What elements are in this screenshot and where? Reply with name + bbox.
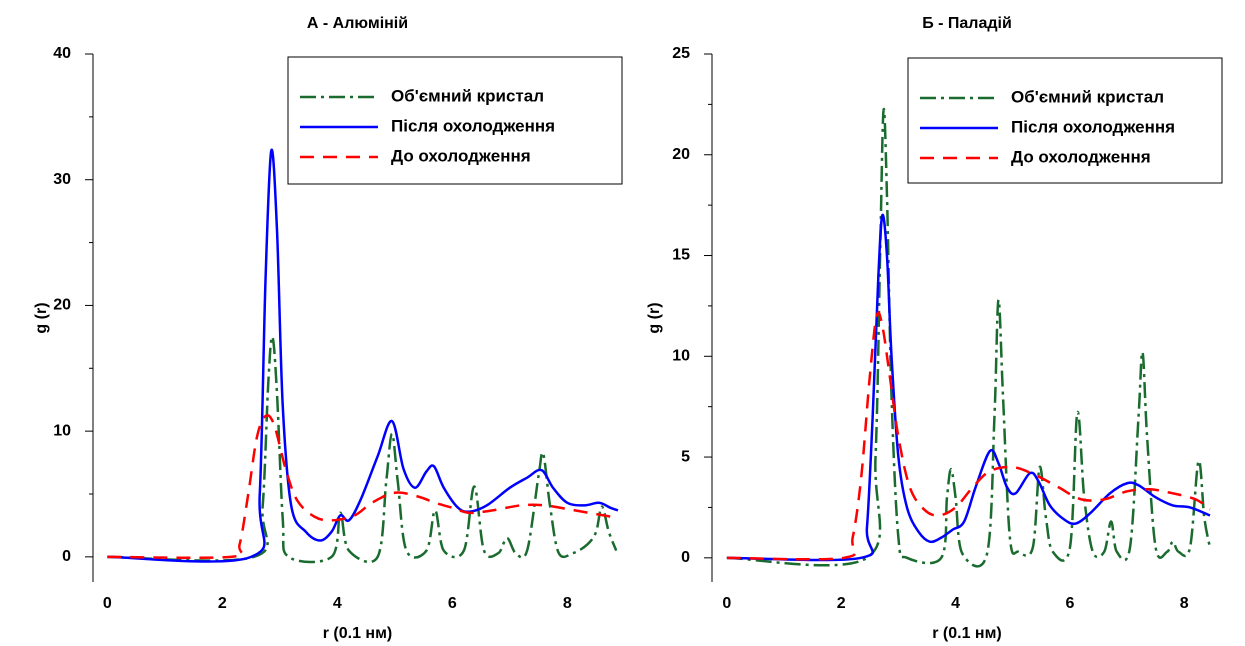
data-line: [726, 213, 1211, 562]
plot-area: [107, 148, 619, 564]
x-tick-label: 2: [218, 595, 227, 612]
legend-label: Після охолодження: [1011, 117, 1175, 136]
legend-label: До охолодження: [391, 146, 531, 165]
y-tick-label: 0: [62, 548, 71, 565]
x-axis-label: r (0.1 нм): [323, 625, 393, 642]
x-tick-label: 0: [103, 595, 112, 612]
x-tick-label: 4: [333, 595, 342, 612]
data-line: [107, 335, 618, 564]
legend-label: Об'ємний кристал: [1011, 87, 1164, 106]
chart-title: А - Алюміній: [307, 15, 408, 32]
y-tick-label: 10: [672, 348, 690, 365]
x-tick-label: 6: [1065, 595, 1074, 612]
y-axis-label: g (r): [646, 302, 663, 333]
y-tick-label: 20: [53, 297, 71, 314]
x-tick-label: 6: [448, 595, 457, 612]
legend-box: [907, 57, 1223, 184]
plot-area: [726, 107, 1212, 568]
data-line: [726, 107, 1212, 568]
data-line: [107, 414, 619, 560]
y-tick-label: 0: [681, 549, 690, 566]
x-tick-label: 2: [837, 595, 846, 612]
x-axis-label: r (0.1 нм): [932, 625, 1002, 642]
legend-box: [287, 56, 623, 185]
y-axis-label: g (r): [33, 302, 50, 333]
legend-label: До охолодження: [1011, 147, 1151, 166]
y-tick-label: 30: [53, 171, 71, 188]
data-line: [726, 311, 1211, 561]
x-tick-label: 8: [1180, 595, 1189, 612]
x-tick-label: 4: [951, 595, 960, 612]
y-tick-label: 40: [53, 45, 71, 62]
legend-label: Об'ємний кристал: [391, 86, 544, 105]
x-tick-label: 8: [563, 595, 572, 612]
y-tick-label: 15: [672, 247, 690, 264]
y-tick-label: 20: [672, 146, 690, 163]
data-line: [107, 148, 619, 563]
y-tick-label: 10: [53, 422, 71, 439]
y-tick-label: 25: [672, 45, 690, 62]
chart-title: Б - Паладій: [922, 15, 1012, 32]
x-tick-label: 0: [722, 595, 731, 612]
y-tick-label: 5: [681, 448, 690, 465]
legend-label: Після охолодження: [391, 116, 555, 135]
